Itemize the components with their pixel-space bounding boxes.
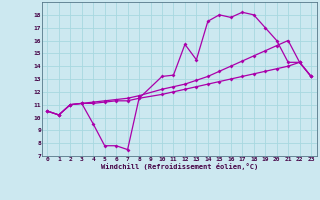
X-axis label: Windchill (Refroidissement éolien,°C): Windchill (Refroidissement éolien,°C)	[100, 163, 258, 170]
